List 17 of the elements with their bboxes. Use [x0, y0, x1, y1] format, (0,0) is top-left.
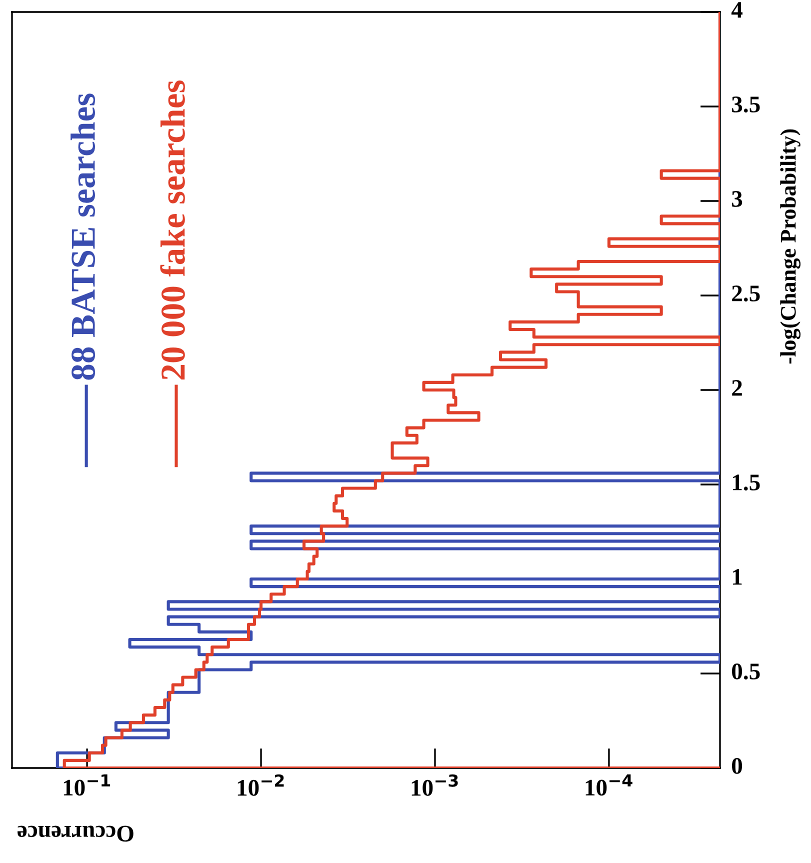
x-axis-title: Occurrence [18, 826, 134, 842]
y-tick-label: 1.5 [733, 474, 760, 491]
x-tick-label: 10$^{−3}$ [412, 774, 458, 796]
y-tick-label: 4 [731, 2, 742, 18]
x-tick-label: 10$^{−4}$ [586, 774, 632, 796]
y-tick-label: 0 [732, 758, 742, 774]
x-tick-label: 10$^{−1}$ [64, 774, 110, 796]
y-axis-title: -log(Change Probability) [780, 129, 801, 364]
y-tick-label: 2 [732, 380, 742, 396]
y-tick-label: 1 [733, 569, 742, 585]
y-tick-label: 2.5 [732, 286, 760, 302]
y-tick-label: 3.5 [732, 96, 760, 113]
text: 20 000 fake searches [160, 80, 185, 380]
y-tick-label: 0.5 [732, 663, 760, 680]
text: 88 BATSE searches [70, 94, 96, 380]
y-tick-label: 3 [732, 191, 742, 207]
x-tick-label: 10$^{−2}$ [238, 774, 284, 796]
